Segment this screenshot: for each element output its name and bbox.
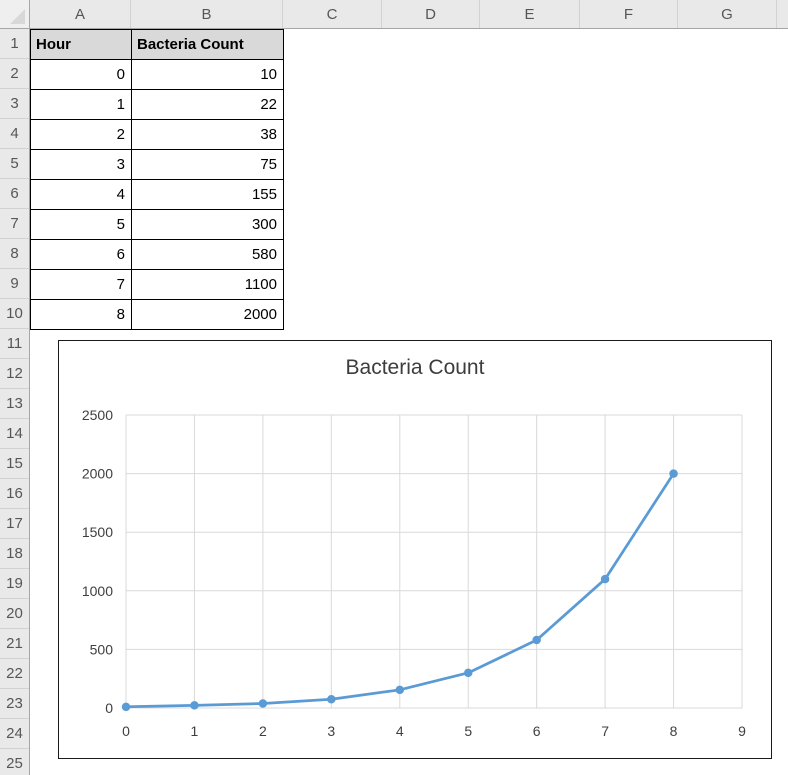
- cell-count[interactable]: 300: [132, 210, 284, 240]
- row-header-19[interactable]: 19: [0, 569, 29, 599]
- row-header-15[interactable]: 15: [0, 449, 29, 479]
- cell-hour[interactable]: 0: [31, 60, 132, 90]
- x-axis-tick-label[interactable]: 9: [738, 723, 746, 739]
- row-header-13[interactable]: 13: [0, 389, 29, 419]
- column-header-c[interactable]: C: [283, 0, 382, 28]
- row-header-1[interactable]: 1: [0, 29, 29, 59]
- row-header-14[interactable]: 14: [0, 419, 29, 449]
- cell-hour[interactable]: 2: [31, 120, 132, 150]
- column-header-b[interactable]: B: [131, 0, 283, 28]
- table-header-bacteria-count[interactable]: Bacteria Count: [132, 30, 284, 60]
- cell-count[interactable]: 22: [132, 90, 284, 120]
- y-axis-tick-label[interactable]: 2500: [82, 407, 113, 423]
- select-all-triangle-icon: [10, 9, 25, 24]
- cell-count[interactable]: 155: [132, 180, 284, 210]
- cell-count[interactable]: 75: [132, 150, 284, 180]
- data-point-marker[interactable]: [463, 668, 473, 678]
- column-header-d[interactable]: D: [382, 0, 480, 28]
- row-header-23[interactable]: 23: [0, 689, 29, 719]
- row-header-17[interactable]: 17: [0, 509, 29, 539]
- column-header-f[interactable]: F: [580, 0, 678, 28]
- row-header-16[interactable]: 16: [0, 479, 29, 509]
- column-header-e[interactable]: E: [480, 0, 580, 28]
- y-axis-tick-label[interactable]: 1500: [82, 524, 113, 540]
- cell-hour[interactable]: 1: [31, 90, 132, 120]
- cell-count[interactable]: 1100: [132, 270, 284, 300]
- chart-plot[interactable]: 0 500 1000 1500 2000 2500 0 1 2 3 4 5 6 7 8 9: [59, 341, 770, 757]
- row-header-11[interactable]: 11: [0, 329, 29, 359]
- select-all-corner[interactable]: [0, 0, 30, 29]
- data-point-marker[interactable]: [669, 469, 678, 478]
- x-axis-tick-label[interactable]: 5: [464, 723, 472, 739]
- column-header-a[interactable]: A: [30, 0, 131, 28]
- row-header-5[interactable]: 5: [0, 149, 29, 179]
- row-header-22[interactable]: 22: [0, 659, 29, 689]
- cell-hour[interactable]: 6: [31, 240, 132, 270]
- data-point-marker[interactable]: [395, 685, 405, 695]
- cell-hour[interactable]: 5: [31, 210, 132, 240]
- y-axis-tick-label[interactable]: 500: [90, 641, 114, 657]
- row-header-4[interactable]: 4: [0, 119, 29, 149]
- cell-hour[interactable]: 3: [31, 150, 132, 180]
- cell-count[interactable]: 38: [132, 120, 284, 150]
- x-axis-tick-label[interactable]: 4: [396, 723, 404, 739]
- row-header-18[interactable]: 18: [0, 539, 29, 569]
- data-point-marker[interactable]: [327, 694, 336, 704]
- column-header-g[interactable]: G: [678, 0, 777, 28]
- x-axis-tick-label[interactable]: 1: [191, 723, 199, 739]
- x-axis-tick-label[interactable]: 2: [259, 723, 267, 739]
- row-header-7[interactable]: 7: [0, 209, 29, 239]
- y-axis-tick-label[interactable]: 0: [105, 700, 113, 716]
- x-axis-tick-label[interactable]: 6: [533, 723, 541, 739]
- cell-count[interactable]: 10: [132, 60, 284, 90]
- chart-title[interactable]: Bacteria Count: [345, 356, 485, 379]
- cell-count[interactable]: 580: [132, 240, 284, 270]
- x-axis-tick-label[interactable]: 0: [122, 723, 130, 739]
- data-point-marker[interactable]: [600, 574, 610, 584]
- row-header-24[interactable]: 24: [0, 719, 29, 749]
- cell-hour[interactable]: 4: [31, 180, 132, 210]
- x-axis-tick-label[interactable]: 7: [601, 723, 609, 739]
- row-header-20[interactable]: 20: [0, 599, 29, 629]
- row-header-12[interactable]: 12: [0, 359, 29, 389]
- row-header-10[interactable]: 10: [0, 299, 29, 329]
- row-header-9[interactable]: 9: [0, 269, 29, 299]
- cell-hour[interactable]: 7: [31, 270, 132, 300]
- x-axis-tick-label[interactable]: 3: [327, 723, 335, 739]
- data-table: Hour Bacteria Count 0 10 1 22 2 38 3 75 4 155 5 300 6 5…: [30, 29, 284, 330]
- data-point-marker[interactable]: [121, 702, 131, 712]
- column-header-partial[interactable]: [777, 0, 788, 28]
- data-point-marker[interactable]: [258, 699, 268, 708]
- row-headers: 1 2 3 4 5 6 7 8 9 10 11 12 13 14 15 16 17 18 19 20 21 22 23 24 2…: [0, 29, 30, 775]
- data-point-marker[interactable]: [190, 701, 199, 710]
- table-header-hour[interactable]: Hour: [31, 30, 132, 60]
- chart[interactable]: 0 500 1000 1500 2000 2500 0 1 2 3 4 5 6 7 8 9 Bacteria …: [58, 340, 772, 759]
- cell-hour[interactable]: 8: [31, 300, 132, 330]
- row-header-2[interactable]: 2: [0, 59, 29, 89]
- x-axis-tick-label[interactable]: 8: [670, 723, 678, 739]
- row-header-21[interactable]: 21: [0, 629, 29, 659]
- cell-count[interactable]: 2000: [132, 300, 284, 330]
- row-header-3[interactable]: 3: [0, 89, 29, 119]
- row-header-25[interactable]: 25: [0, 749, 29, 775]
- y-axis-tick-label[interactable]: 1000: [82, 583, 113, 599]
- data-point-marker[interactable]: [532, 635, 541, 645]
- row-header-6[interactable]: 6: [0, 179, 29, 209]
- row-header-8[interactable]: 8: [0, 239, 29, 269]
- y-axis-tick-label[interactable]: 2000: [82, 466, 113, 482]
